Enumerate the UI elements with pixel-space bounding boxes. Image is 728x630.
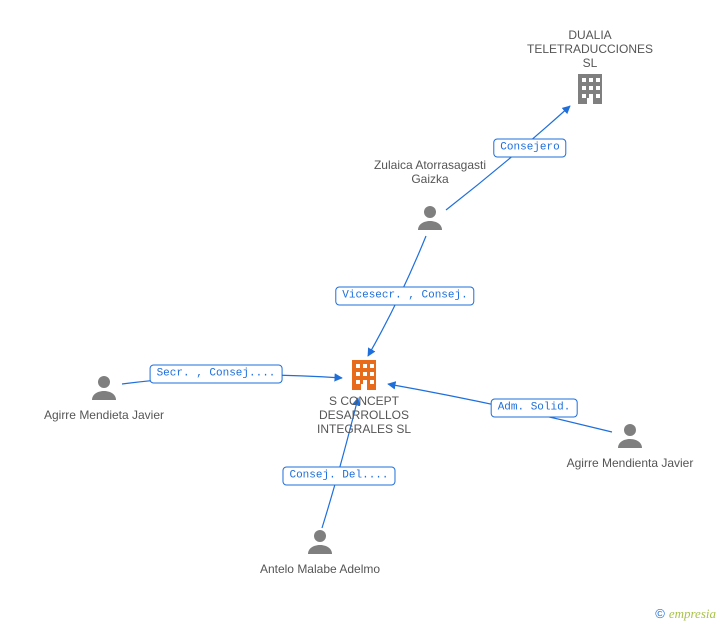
node-agirre_right-person-icon[interactable] bbox=[618, 424, 642, 448]
node-center-company-icon[interactable] bbox=[352, 360, 376, 390]
node-label-zulaica[interactable]: Zulaica Atorrasagasti Gaizka bbox=[360, 158, 500, 186]
node-label-center[interactable]: S CONCEPT DESARROLLOS INTEGRALES SL bbox=[294, 394, 434, 436]
node-label-agirre_left[interactable]: Agirre Mendieta Javier bbox=[34, 408, 174, 422]
edge-label-e_zulaica_dualia: Consejero bbox=[493, 139, 566, 158]
network-canvas bbox=[0, 0, 728, 630]
node-label-dualia[interactable]: DUALIA TELETRADUCCIONES SL bbox=[520, 28, 660, 70]
edge-label-e_zulaica_center: Vicesecr. , Consej. bbox=[335, 287, 474, 306]
edge-label-e_antelo_center: Consej. Del.... bbox=[282, 467, 395, 486]
node-label-agirre_right[interactable]: Agirre Mendienta Javier bbox=[560, 456, 700, 470]
copyright: © empresia bbox=[655, 606, 716, 622]
node-zulaica-person-icon[interactable] bbox=[418, 206, 442, 230]
copyright-symbol: © bbox=[655, 606, 665, 621]
edge-label-e_agirreL_center: Secr. , Consej.... bbox=[150, 365, 283, 384]
node-dualia-company-icon[interactable] bbox=[578, 74, 602, 104]
node-agirre_left-person-icon[interactable] bbox=[92, 376, 116, 400]
edge-label-e_agirreR_center: Adm. Solid. bbox=[491, 399, 578, 418]
copyright-text: empresia bbox=[669, 606, 716, 621]
node-label-antelo[interactable]: Antelo Malabe Adelmo bbox=[250, 562, 390, 576]
node-antelo-person-icon[interactable] bbox=[308, 530, 332, 554]
